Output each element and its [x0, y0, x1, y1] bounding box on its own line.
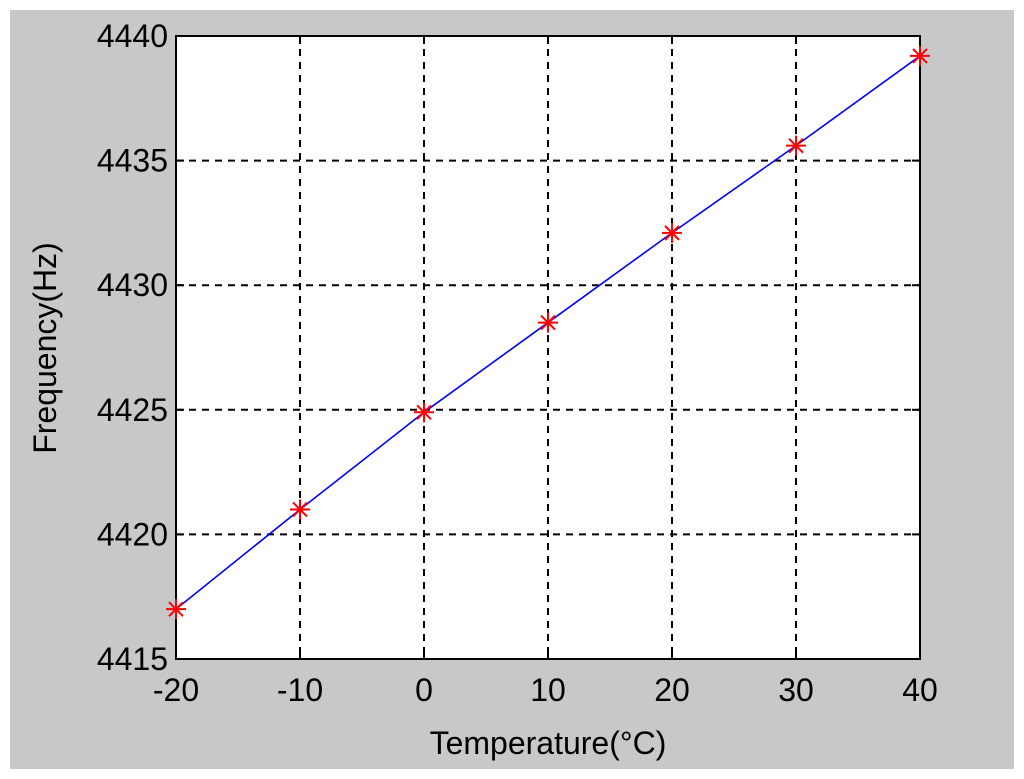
- data-point-marker: [166, 599, 186, 620]
- chart: -20 -10 0 10 20 30 40441544204425443044354440 …: [27, 18, 938, 761]
- y-tick-label: 4425: [97, 392, 168, 428]
- x-tick-label: 40: [902, 672, 938, 708]
- data-point-marker: [786, 135, 806, 156]
- y-tick-label: 4435: [97, 143, 168, 179]
- x-tick-label: 30: [778, 672, 814, 708]
- x-axis-label: Temperature(°C): [430, 725, 667, 761]
- y-tick-label: 4430: [97, 267, 168, 303]
- figure-window: -20 -10 0 10 20 30 40 4415 4420 4425 4430 4435 4440 …: [10, 10, 1014, 769]
- data-point-marker: [290, 499, 310, 520]
- data-point-marker: [662, 222, 682, 243]
- grid-lines: [176, 36, 920, 659]
- tick-labels: -20 -10 0 10 20 30 40 4415 4420 4425 4430 4435 4440: [97, 18, 938, 708]
- y-axis-label: Frequency(Hz): [27, 242, 63, 454]
- y-tick-label: 4420: [97, 516, 168, 552]
- y-tick-label: 4440: [97, 18, 168, 54]
- data-point-marker: [538, 312, 558, 333]
- data-point-marker: [910, 45, 930, 66]
- x-tick-label: 0: [415, 672, 433, 708]
- x-tick-label: -10: [277, 672, 323, 708]
- x-tick-label: -20: [153, 672, 199, 708]
- data-series: [166, 45, 930, 620]
- y-tick-label: 4415: [97, 641, 168, 677]
- axis-ticks: [175, 35, 921, 660]
- data-point-marker: [414, 402, 434, 423]
- x-tick-label: 20: [654, 672, 690, 708]
- x-tick-label: 10: [530, 672, 566, 708]
